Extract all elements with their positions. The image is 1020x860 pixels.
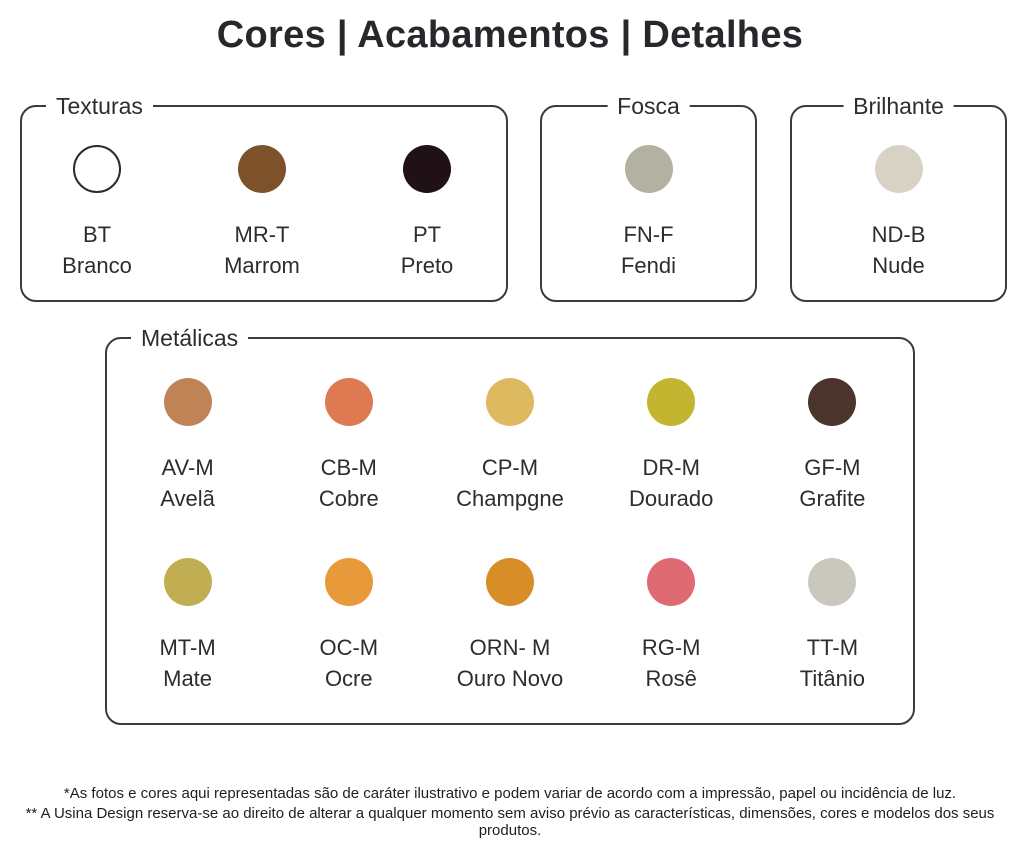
swatch-cpm-champgne: CP-M Champgne bbox=[429, 378, 590, 514]
group-fosca-swatches: FN-F Fendi bbox=[542, 107, 755, 281]
swatch-code: OC-M bbox=[319, 635, 379, 660]
swatch-name: Nude bbox=[872, 253, 925, 278]
swatch-name: Mate bbox=[163, 666, 213, 691]
group-texturas-label: Texturas bbox=[46, 90, 153, 122]
swatch-code: PT bbox=[412, 222, 442, 247]
swatch-name: Champgne bbox=[456, 486, 564, 511]
swatch-name: Grafite bbox=[799, 486, 866, 511]
swatch-name: Rosê bbox=[645, 666, 697, 691]
swatch-ocm-ocre: OC-M Ocre bbox=[268, 558, 429, 694]
swatch-code: ND-B bbox=[871, 222, 926, 247]
color-dot bbox=[163, 558, 212, 606]
swatch-code: BT bbox=[82, 222, 112, 247]
color-dot bbox=[624, 145, 673, 193]
swatch-code: TT-M bbox=[806, 635, 859, 660]
group-metalicas-swatches: AV-M Avelã CB-M Cobre CP-M Champgne DR-M… bbox=[107, 339, 913, 694]
group-metalicas: Metálicas AV-M Avelã CB-M Cobre CP-M Cha… bbox=[105, 322, 915, 725]
swatch-name: Titânio bbox=[799, 666, 865, 691]
swatch-mrt-marrom: MR-T Marrom bbox=[201, 145, 323, 281]
swatch-fnf-fendi: FN-F Fendi bbox=[588, 145, 710, 281]
group-brilhante: Brilhante ND-B Nude bbox=[790, 90, 1007, 302]
group-fosca-label: Fosca bbox=[607, 90, 690, 122]
swatch-code: CP-M bbox=[481, 455, 539, 480]
color-dot bbox=[73, 145, 121, 193]
swatch-name: Fendi bbox=[620, 253, 677, 278]
page-title: Cores | Acabamentos | Detalhes bbox=[216, 14, 804, 56]
swatch-code: GF-M bbox=[804, 455, 861, 480]
swatch-code: MT-M bbox=[159, 635, 216, 660]
swatch-mtm-mate: MT-M Mate bbox=[107, 558, 268, 694]
swatch-ornm-ouro-novo: ORN- M Ouro Novo bbox=[429, 558, 590, 694]
color-dot bbox=[324, 558, 373, 606]
color-dot bbox=[403, 145, 451, 193]
group-texturas: Texturas BT Branco MR-T Marrom PT Preto bbox=[20, 90, 508, 302]
swatch-name: Dourado bbox=[629, 486, 714, 511]
color-dot bbox=[808, 378, 857, 426]
swatch-code: CB-M bbox=[320, 455, 377, 480]
swatch-name: Ocre bbox=[324, 666, 373, 691]
color-dot bbox=[238, 145, 286, 193]
swatch-code: RG-M bbox=[641, 635, 701, 660]
color-dot bbox=[874, 145, 923, 193]
swatch-code: FN-F bbox=[623, 222, 674, 247]
swatch-ttm-titanio: TT-M Titânio bbox=[752, 558, 913, 694]
swatch-code: ORN- M bbox=[469, 635, 551, 660]
color-dot bbox=[485, 378, 534, 426]
swatch-code: DR-M bbox=[642, 455, 700, 480]
group-texturas-swatches: BT Branco MR-T Marrom PT Preto bbox=[22, 107, 506, 281]
color-dot bbox=[647, 378, 696, 426]
finishes-row: Texturas BT Branco MR-T Marrom PT Preto … bbox=[0, 90, 1020, 302]
color-dot bbox=[808, 558, 857, 606]
swatch-ndb-nude: ND-B Nude bbox=[838, 145, 960, 281]
swatch-bt-branco: BT Branco bbox=[36, 145, 158, 281]
color-dot bbox=[163, 378, 212, 426]
group-metalicas-label: Metálicas bbox=[131, 322, 249, 354]
swatch-name: Avelã bbox=[160, 486, 215, 511]
group-brilhante-label: Brilhante bbox=[843, 90, 954, 122]
color-dot bbox=[485, 558, 534, 606]
swatch-code: AV-M bbox=[161, 455, 214, 480]
footnote-illustrative: *As fotos e cores aqui representadas são… bbox=[63, 785, 957, 802]
swatch-name: Preto bbox=[400, 253, 454, 278]
color-dot bbox=[324, 378, 373, 426]
swatch-avm-avela: AV-M Avelã bbox=[107, 378, 268, 514]
footnotes: *As fotos e cores aqui representadas são… bbox=[0, 785, 1020, 839]
swatch-code: MR-T bbox=[234, 222, 290, 247]
group-fosca: Fosca FN-F Fendi bbox=[540, 90, 757, 302]
swatch-pt-preto: PT Preto bbox=[366, 145, 488, 281]
swatch-name: Branco bbox=[62, 253, 132, 278]
swatch-name: Marrom bbox=[224, 253, 300, 278]
swatch-gfm-grafite: GF-M Grafite bbox=[752, 378, 913, 514]
footnote-rights: ** A Usina Design reserva-se ao direito … bbox=[25, 805, 995, 839]
color-dot bbox=[647, 558, 696, 606]
swatch-name: Cobre bbox=[318, 486, 379, 511]
swatch-rgm-rose: RG-M Rosê bbox=[591, 558, 752, 694]
swatch-name: Ouro Novo bbox=[456, 666, 564, 691]
group-brilhante-swatches: ND-B Nude bbox=[792, 107, 1005, 281]
swatch-drm-dourado: DR-M Dourado bbox=[591, 378, 752, 514]
swatch-cbm-cobre: CB-M Cobre bbox=[268, 378, 429, 514]
